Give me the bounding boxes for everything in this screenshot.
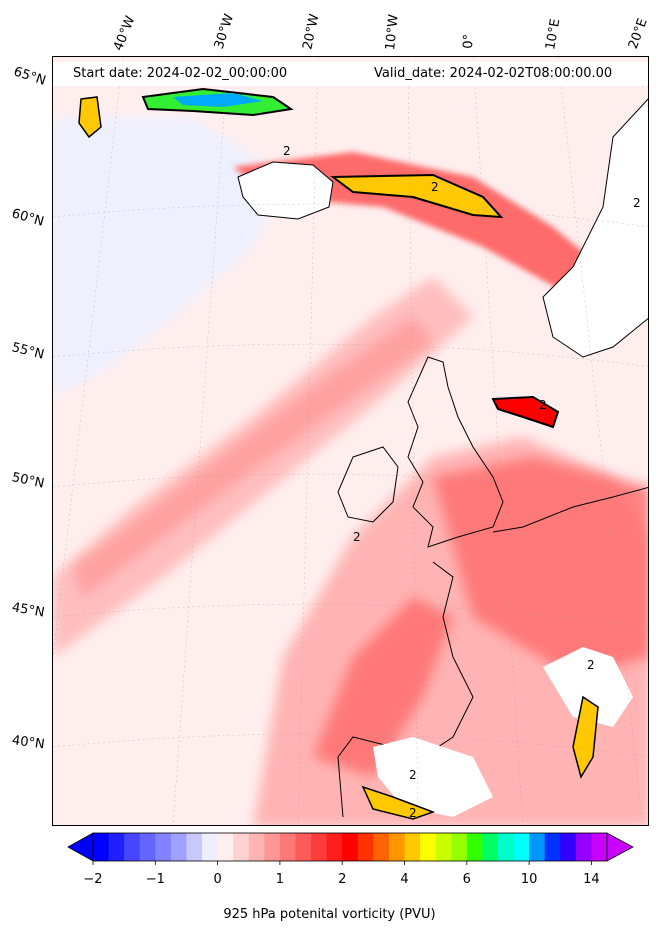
map-panel: 2 2 2 2 2 2 2 2 [52, 56, 649, 826]
pv-blob-greenland-west [78, 96, 102, 139]
colorbar-swatch [388, 833, 406, 861]
colorbar-swatch [295, 833, 312, 861]
contour-label-northsea: 2 [539, 398, 547, 412]
contour-label-iceland: 2 [283, 144, 291, 158]
contour-label-italy: 2 [587, 658, 595, 672]
graticule [53, 57, 648, 825]
colorbar-tick-label: −2 [83, 872, 103, 887]
colorbar-swatch [311, 833, 328, 861]
colorbar-tick-label: 10 [520, 872, 538, 887]
lon-label-10e: 10°E [543, 17, 564, 52]
colorbar-label: 925 hPa potenital vorticity (PVU) [223, 907, 436, 922]
colorbar-outline [92, 832, 608, 862]
pv-negative-region [53, 117, 283, 397]
colorbar-swatch [264, 833, 281, 861]
colorbar-swatch [404, 833, 421, 861]
pv-band-europe [433, 457, 648, 677]
lon-label-20w: 20°W [300, 12, 323, 51]
lat-label-65n: 65°N [11, 64, 48, 89]
alps-highland [543, 647, 633, 727]
pv-contour-iberia [361, 785, 436, 820]
colorbar-swatch [560, 833, 577, 861]
colorbar-swatch [108, 833, 125, 861]
lon-label-30w: 30°W [211, 12, 238, 51]
colorbar-tick-label: 1 [275, 872, 285, 887]
pv-band-inner [73, 317, 433, 597]
colorbar-swatch [575, 833, 592, 861]
colorbar-swatch [497, 833, 515, 861]
britain-coastline [407, 356, 504, 548]
colorbar-swatch [451, 833, 468, 861]
colorbar-tick-label: 4 [400, 872, 409, 887]
pv-streamer-iceland [330, 173, 504, 219]
lat-label-50n: 50°N [10, 470, 46, 492]
colorbar-swatch [544, 833, 561, 861]
colorbar-swatch [248, 833, 265, 861]
colorbar [67, 832, 634, 865]
scandinavia-land [542, 98, 648, 358]
colorbar-swatch [233, 833, 250, 861]
colorbar-swatch [217, 833, 234, 861]
lat-label-55n: 55°N [10, 340, 46, 363]
colorbar-swatch [326, 833, 343, 861]
ireland-coastline [337, 446, 399, 523]
contour-label-scandinavia: 2 [633, 196, 641, 210]
pv-field-map: 2 2 2 2 2 2 2 2 [53, 57, 648, 825]
colorbar-swatch [186, 833, 203, 861]
colorbar-extend-low [67, 832, 94, 862]
header-strip [53, 62, 648, 86]
colorbar-swatch [513, 833, 530, 861]
colorbar-tick-label: 14 [583, 872, 600, 887]
colorbar-swatch [202, 833, 219, 861]
lat-label-40n: 40°N [10, 733, 46, 753]
pv-streamer-greenland-core [173, 93, 263, 107]
lat-label-45n: 45°N [10, 600, 46, 621]
colorbar-swatch [155, 833, 172, 861]
colorbar-swatch [466, 833, 483, 861]
colorbar-swatch [342, 833, 359, 861]
colorbar-swatch [357, 833, 374, 861]
contour-label-ireland: 2 [353, 530, 361, 544]
lat-label-60n: 60°N [9, 206, 46, 230]
colorbar-swatch [139, 833, 156, 861]
iceland-land [237, 161, 334, 220]
contour-label-iberia-south: 2 [409, 806, 417, 820]
colorbar-swatch [591, 833, 608, 861]
colorbar-swatch [529, 833, 546, 861]
valid-date-label: Valid_date: 2024-02-02T08:00:00.00 [374, 66, 613, 81]
lon-label-10w: 10°W [383, 13, 402, 52]
pv-blob-northsea [491, 395, 560, 429]
start-date-label: Start date: 2024-02-02_00:00:00 [73, 66, 288, 81]
pv-contour-italy [572, 695, 599, 779]
colorbar-extend-high [606, 832, 634, 862]
colorbar-tick-label: 0 [213, 872, 222, 887]
pv-band-biscay [313, 597, 453, 777]
colorbar-swatch [420, 833, 437, 861]
colorbar-swatch [93, 833, 110, 861]
europe-coastline [337, 487, 648, 818]
lon-label-20e: 20°E [625, 16, 651, 51]
colorbar-tick-label: 2 [338, 872, 347, 887]
colorbar-tick-label: 6 [462, 872, 471, 887]
iberia-highland [373, 737, 493, 817]
lon-label-0: 0° [461, 33, 477, 49]
colorbar-tick-label: −1 [145, 872, 165, 887]
colorbar-swatch [373, 833, 390, 861]
colorbar-swatch [279, 833, 296, 861]
contour-label-iberia: 2 [409, 768, 417, 782]
colorbar-swatch [170, 833, 187, 861]
colorbar-swatch [482, 833, 499, 861]
colorbar-swatch [435, 833, 452, 861]
contour-label-north: 2 [431, 180, 439, 194]
colorbar-swatch [124, 833, 141, 861]
lon-label-40w: 40°W [111, 14, 139, 53]
